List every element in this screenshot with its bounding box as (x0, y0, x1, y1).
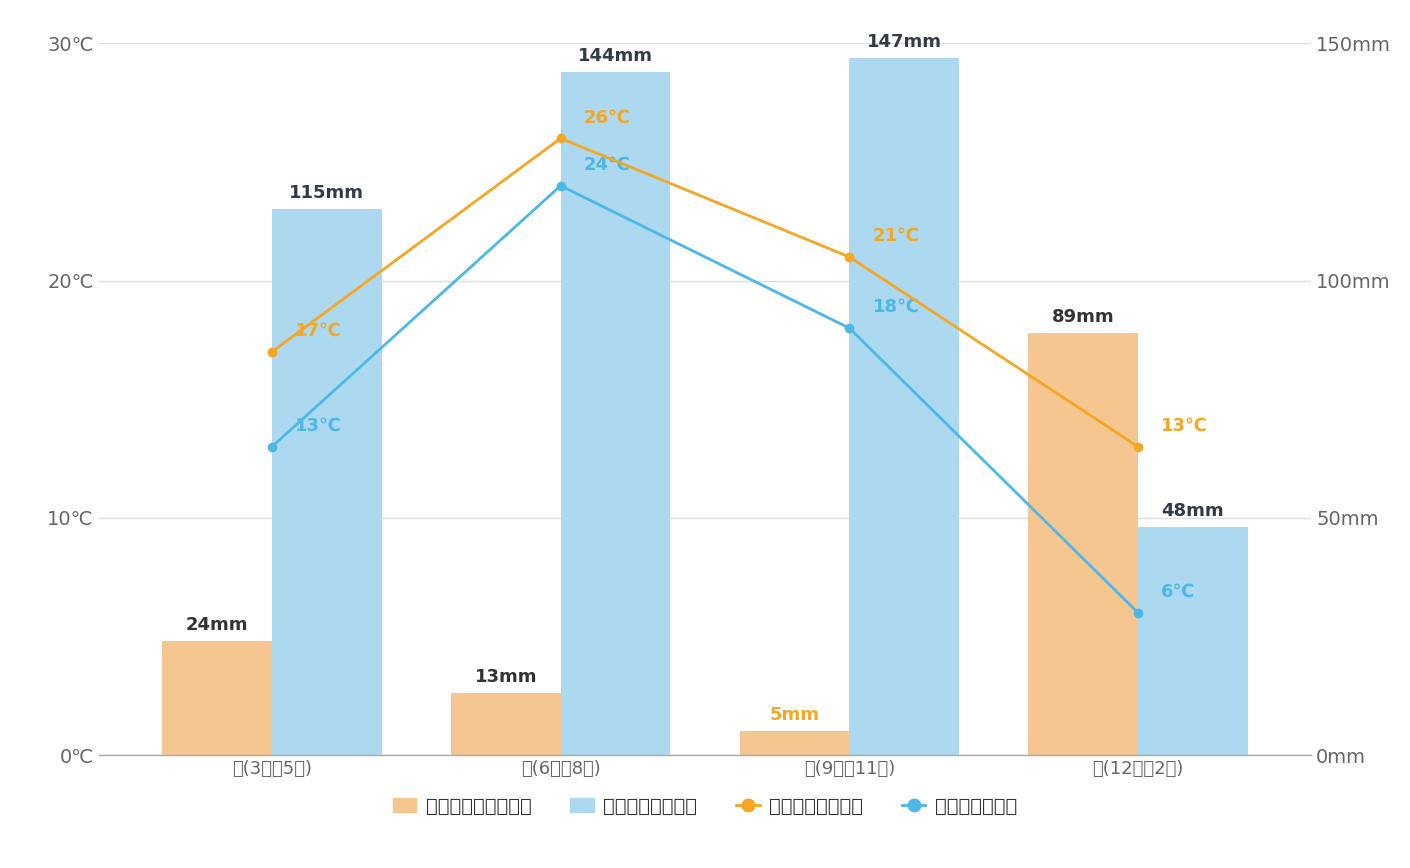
Bar (1138, 528, 1248, 755)
Bar (1028, 332, 1138, 755)
Bar (561, 72, 670, 755)
Text: 6℃: 6℃ (1162, 583, 1196, 601)
Text: 147mm: 147mm (867, 32, 942, 50)
Text: 115mm: 115mm (289, 184, 364, 202)
Text: 144mm: 144mm (578, 47, 653, 65)
Text: 24mm: 24mm (186, 616, 248, 635)
Bar (162, 641, 272, 755)
Bar (451, 694, 561, 755)
Text: 17℃: 17℃ (295, 322, 341, 340)
Bar (849, 57, 959, 755)
Text: 24℃: 24℃ (584, 156, 630, 174)
Text: 13mm: 13mm (475, 668, 537, 687)
Text: 13℃: 13℃ (1162, 417, 1208, 435)
Text: 89mm: 89mm (1052, 308, 1114, 326)
Text: 13℃: 13℃ (295, 417, 341, 435)
Text: 21℃: 21℃ (873, 227, 919, 245)
Text: 26℃: 26℃ (584, 108, 630, 127)
Legend: マルタの平均降水量, 東京の平均降水量, マルタの平均気温, 東京の平均気温: マルタの平均降水量, 東京の平均降水量, マルタの平均気温, 東京の平均気温 (385, 789, 1025, 824)
Text: 48mm: 48mm (1162, 503, 1224, 520)
Bar (740, 732, 849, 755)
Text: 18℃: 18℃ (873, 299, 919, 316)
Text: 5mm: 5mm (770, 707, 819, 724)
Bar (272, 209, 382, 755)
